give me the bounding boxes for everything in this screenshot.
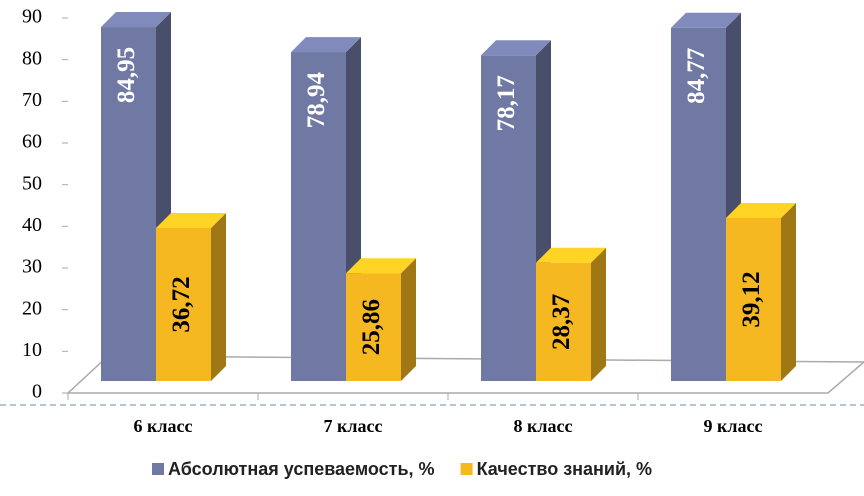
x-tick-label: 9 класс	[704, 416, 763, 436]
bar	[101, 27, 156, 382]
value-label: 78,17	[493, 75, 520, 131]
legend-label: Качество знаний, %	[477, 459, 652, 479]
bar-top	[101, 12, 171, 28]
y-tick-label: 10	[22, 339, 42, 361]
value-label: 84,95	[113, 47, 140, 103]
legend-swatch	[152, 463, 164, 475]
bar-side	[591, 247, 606, 381]
value-label: 78,94	[303, 71, 330, 128]
y-tick-label: 70	[22, 89, 42, 111]
y-tick-label: 30	[22, 256, 42, 278]
bar-side	[211, 213, 226, 381]
x-tick-label: 8 класс	[514, 416, 573, 436]
bar-top	[726, 203, 796, 218]
legend-swatch	[460, 463, 473, 475]
x-tick-label: 6 класс	[134, 416, 193, 436]
value-label: 28,37	[548, 294, 575, 350]
bar-top	[481, 40, 551, 56]
bar-top	[291, 37, 361, 53]
x-tick-label: 7 класс	[324, 416, 383, 436]
y-tick-label: 40	[22, 214, 42, 236]
bar-top	[346, 258, 416, 274]
value-label: 36,72	[168, 276, 195, 332]
y-tick-label: 0	[32, 381, 42, 403]
legend-label: Абсолютная успеваемость, %	[168, 459, 435, 479]
value-label: 25,86	[358, 299, 385, 355]
y-tick-label: 80	[22, 47, 42, 69]
bar	[481, 55, 536, 382]
bar-top	[156, 213, 226, 228]
bar	[156, 228, 211, 381]
bar	[726, 218, 781, 381]
y-tick-label: 90	[22, 6, 42, 28]
floor	[66, 355, 864, 394]
bar	[346, 273, 401, 381]
bar-top	[671, 12, 741, 28]
bar	[291, 52, 346, 381]
y-tick-label: 60	[22, 131, 42, 153]
bar-side	[781, 203, 796, 381]
bar-top	[536, 247, 606, 263]
value-label: 39,12	[738, 271, 765, 327]
y-tick-label: 50	[22, 172, 42, 194]
y-tick-label: 20	[22, 297, 42, 319]
bar	[536, 262, 591, 381]
value-label: 84,77	[683, 48, 710, 104]
bar	[671, 27, 726, 382]
bar-side	[401, 258, 416, 381]
